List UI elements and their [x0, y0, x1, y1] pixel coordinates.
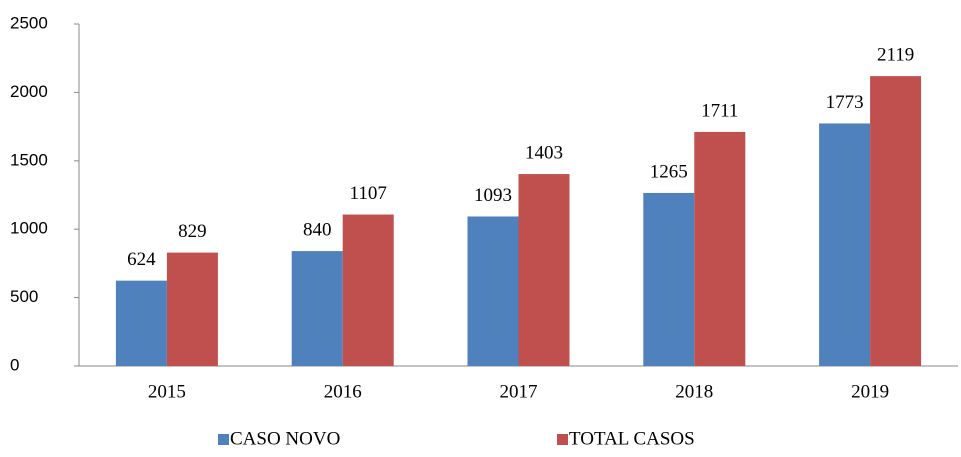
value-label: 829: [178, 221, 207, 242]
x-tick-label: 2018: [675, 381, 713, 402]
bar: [870, 76, 922, 367]
bar: [467, 216, 519, 366]
x-tick-label: 2015: [148, 381, 186, 402]
y-tick-label: 1000: [10, 219, 48, 238]
value-label: 1107: [350, 183, 387, 204]
value-label: 2119: [877, 44, 914, 65]
value-label: 1093: [474, 185, 512, 206]
bar: [115, 280, 167, 366]
x-tick-label: 2017: [500, 381, 538, 402]
y-tick-label: 2000: [10, 82, 48, 101]
legend-swatch: [557, 434, 568, 445]
y-tick-label: 1500: [10, 150, 48, 169]
x-tick-label: 2016: [324, 381, 362, 402]
value-label: 1265: [650, 161, 688, 182]
y-tick-label: 0: [10, 355, 19, 374]
value-label: 1773: [826, 92, 864, 113]
bar: [342, 214, 394, 366]
bar: [518, 174, 570, 366]
legend-label: TOTAL CASOS: [569, 428, 695, 449]
legend-swatch: [218, 434, 229, 445]
bar: [694, 131, 746, 366]
value-label: 624: [127, 249, 156, 270]
bar: [643, 192, 695, 366]
legend-label: CASO NOVO: [230, 428, 340, 449]
bar: [819, 123, 871, 366]
bar: [166, 252, 218, 366]
value-label: 1711: [701, 100, 738, 121]
value-label: 840: [303, 219, 332, 240]
y-tick-label: 2500: [10, 13, 48, 32]
bar: [291, 251, 343, 366]
x-tick-label: 2019: [851, 381, 889, 402]
y-tick-label: 500: [10, 287, 38, 306]
value-label: 1403: [525, 142, 563, 163]
